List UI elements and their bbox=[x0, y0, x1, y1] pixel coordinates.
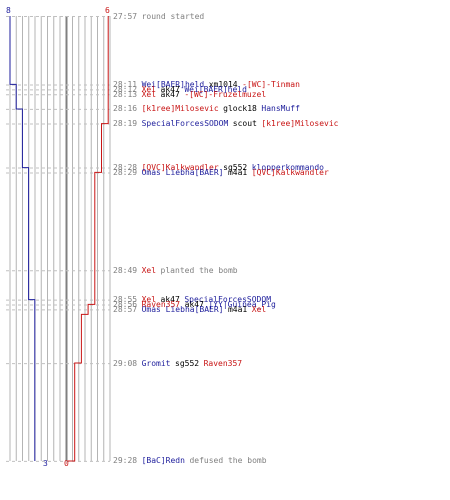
event-message: defused the bomb bbox=[189, 456, 267, 466]
red-player-name: Raven357 bbox=[203, 358, 243, 368]
event-time: 27:57 bbox=[113, 11, 138, 21]
event-row: 29:28 [BaC]Redn defused the bomb bbox=[113, 456, 267, 465]
event-row: 28:16 [k1ree]Milosevic glock18 HansMuff bbox=[113, 104, 300, 113]
event-message: round started bbox=[141, 11, 205, 21]
event-row: 28:55 Xel ak47 SpecialForcesSODOM bbox=[113, 295, 271, 304]
blue-team-alive-line bbox=[9, 16, 36, 461]
red-player-name: Xel bbox=[141, 89, 157, 99]
event-time: 28:57 bbox=[113, 304, 138, 314]
blue-player-name: Omas Liebha[BAER] bbox=[141, 304, 224, 314]
event-time: 28:55 bbox=[113, 295, 138, 305]
blue-player-name: HansMuff bbox=[261, 104, 300, 114]
event-row: 28:56 Raven357 ak47 |YY|Guinea_Pig bbox=[113, 300, 276, 309]
blue-player-name: Wei[BAER]held bbox=[184, 84, 247, 94]
event-row: 28:57 Omas Liebha[BAER] m4a1 Xel bbox=[113, 305, 266, 314]
weapon-label: xm1014 bbox=[208, 79, 238, 89]
weapon-label: glock18 bbox=[223, 104, 257, 114]
weapon-label: m4a1 bbox=[227, 304, 248, 314]
blue-player-name: Wei[BAER]held bbox=[141, 79, 205, 89]
event-row: 29:08 Gromit sg552 Raven357 bbox=[113, 359, 242, 368]
event-time: 28:29 bbox=[113, 167, 138, 177]
event-time: 29:08 bbox=[113, 358, 138, 368]
blue-player-name: [BaC]Redn bbox=[141, 456, 185, 466]
event-time: 28:13 bbox=[113, 89, 138, 99]
event-time: 28:11 bbox=[113, 79, 138, 89]
red-end-count: 0 bbox=[64, 459, 69, 468]
blue-player-name: |YY|Guinea_Pig bbox=[208, 299, 276, 309]
red-player-name: [QVC]Kalkwandler bbox=[251, 167, 329, 177]
red-team-alive-line bbox=[68, 16, 109, 462]
red-player-name: -[WC]-Fruzelmuzel bbox=[184, 89, 267, 99]
event-message: planted the bomb bbox=[160, 265, 238, 275]
event-row: 28:29 Omas Liebha[BAER] m4a1 [QVC]Kalkwandl… bbox=[113, 168, 329, 177]
event-time: 28:49 bbox=[113, 265, 138, 275]
weapon-label: scout bbox=[232, 119, 257, 129]
event-time: 29:28 bbox=[113, 456, 138, 466]
weapon-label: ak47 bbox=[184, 299, 204, 309]
blue-start-count: 8 bbox=[6, 6, 11, 15]
event-time: 28:12 bbox=[113, 84, 138, 94]
red-player-name: Raven357 bbox=[141, 299, 181, 309]
weapon-label: ak47 bbox=[160, 89, 180, 99]
red-player-name: Xel bbox=[141, 295, 157, 305]
weapon-label: ak47 bbox=[160, 84, 180, 94]
weapon-label: sg552 bbox=[175, 358, 200, 368]
event-row: 28:13 Xel ak47 -[WC]-Fruzelmuzel bbox=[113, 90, 266, 99]
event-row: 28:11 Wei[BAER]held xm1014 -[WC]-Tinman bbox=[113, 80, 300, 89]
event-time: 28:19 bbox=[113, 119, 138, 129]
event-row: 28:12 Xel ak47 Wei[BAER]held bbox=[113, 85, 247, 94]
blue-player-name: Gromit bbox=[141, 358, 171, 368]
event-row: 28:28 [QVC]Kalkwandler sg552 klopperkommand… bbox=[113, 163, 324, 172]
red-player-name: Xel bbox=[141, 84, 157, 94]
red-player-name: [k1ree]Milosevic bbox=[141, 104, 219, 114]
event-time: 28:28 bbox=[113, 163, 138, 173]
blue-end-count: 3 bbox=[43, 459, 48, 468]
red-player-name: Xel bbox=[251, 304, 267, 314]
red-start-count: 6 bbox=[105, 6, 110, 15]
blue-player-name: SpecialForcesSODOM bbox=[184, 295, 272, 305]
event-time: 28:56 bbox=[113, 299, 138, 309]
blue-player-name: klopperkommando bbox=[251, 163, 324, 173]
red-player-name: [k1ree]Milosevic bbox=[261, 119, 339, 129]
event-row: 28:49 Xel planted the bomb bbox=[113, 266, 238, 275]
blue-player-name: SpecialForcesSODOM bbox=[141, 119, 229, 129]
blue-player-name: Omas Liebha[BAER] bbox=[141, 167, 224, 177]
weapon-label: sg552 bbox=[223, 163, 248, 173]
red-player-name: [QVC]Kalkwandler bbox=[141, 163, 219, 173]
weapon-label: m4a1 bbox=[227, 167, 248, 177]
red-player-name: -[WC]-Tinman bbox=[242, 79, 300, 89]
red-player-name: Xel bbox=[141, 265, 157, 275]
event-time: 28:16 bbox=[113, 104, 138, 114]
weapon-label: ak47 bbox=[160, 295, 180, 305]
event-row: 28:19 SpecialForcesSODOM scout [k1ree]Milos… bbox=[113, 119, 338, 128]
event-row: 27:57 round started bbox=[113, 12, 204, 21]
